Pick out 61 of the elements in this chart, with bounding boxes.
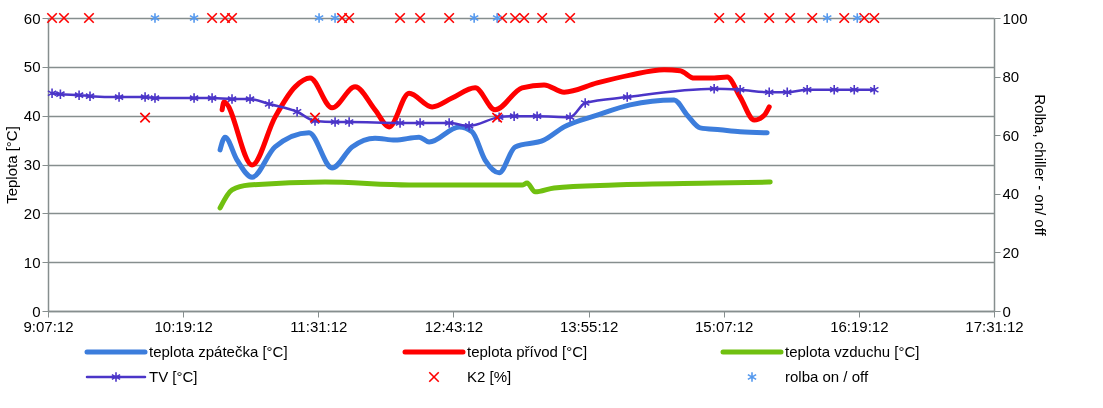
x-tick-label: 17:31:12 (965, 317, 1024, 335)
y2-tick-label: 40 (1002, 185, 1020, 203)
point (330, 116, 340, 128)
point (344, 116, 355, 128)
point (395, 117, 405, 129)
x-tick-label: 16:19:12 (830, 317, 889, 335)
x-tick-label: 15:07:12 (695, 317, 754, 335)
legend-label: K2 [%] (467, 368, 512, 385)
legend-label: teplota přívod [°C] (467, 343, 588, 360)
point (464, 120, 475, 132)
point (85, 90, 95, 102)
point (415, 117, 426, 129)
point (207, 92, 218, 104)
point (114, 91, 124, 103)
y-tick-label: 30 (23, 156, 41, 173)
point (292, 106, 303, 118)
point (444, 117, 455, 129)
x-tick-label: 12:43:12 (424, 317, 484, 335)
y-tick-label: 50 (23, 58, 41, 76)
point (150, 92, 160, 104)
point (709, 83, 720, 95)
point (245, 93, 255, 105)
y-tick-label: 0 (32, 302, 41, 320)
point (74, 89, 85, 101)
legend-label: rolba on / off (785, 368, 869, 385)
point (622, 91, 633, 103)
point (782, 86, 793, 98)
point (227, 93, 237, 105)
legend-label: teplota vzduchu [°C] (785, 343, 920, 360)
legend-label: teplota zpátečka [°C] (149, 343, 288, 360)
x-tick-label: 11:31:12 (290, 317, 348, 335)
point (189, 92, 199, 104)
point (565, 111, 576, 123)
point (829, 84, 840, 96)
y-tick-label: 40 (23, 107, 41, 125)
point (580, 97, 591, 109)
point (47, 87, 57, 99)
point (140, 91, 150, 103)
y-tick-label: 60 (23, 9, 41, 27)
point (735, 84, 746, 96)
point (532, 110, 543, 122)
point (849, 84, 860, 96)
point (509, 110, 520, 122)
point (264, 98, 274, 110)
point (55, 88, 66, 100)
point (802, 84, 813, 96)
legend-label: TV [°C] (149, 368, 198, 385)
y2-tick-label: 20 (1002, 243, 1020, 261)
y-tick-label: 20 (23, 204, 41, 222)
point (764, 86, 775, 98)
y2-tick-label: 80 (1002, 68, 1020, 86)
y2-tick-label: 0 (1002, 302, 1011, 320)
y2-tick-label: 60 (1002, 126, 1020, 144)
y-axis-title: Teplota [°C] (2, 126, 20, 204)
y2-axis-title: Rolba, chiller - on/ off (1031, 94, 1049, 237)
point (869, 84, 880, 96)
y2-tick-label: 100 (1002, 9, 1028, 27)
x-tick-label: 13:55:12 (559, 317, 619, 335)
x-tick-label: 10:19:12 (154, 317, 213, 335)
y-tick-label: 10 (23, 253, 41, 271)
x-tick-label: 9:07:12 (23, 317, 74, 335)
